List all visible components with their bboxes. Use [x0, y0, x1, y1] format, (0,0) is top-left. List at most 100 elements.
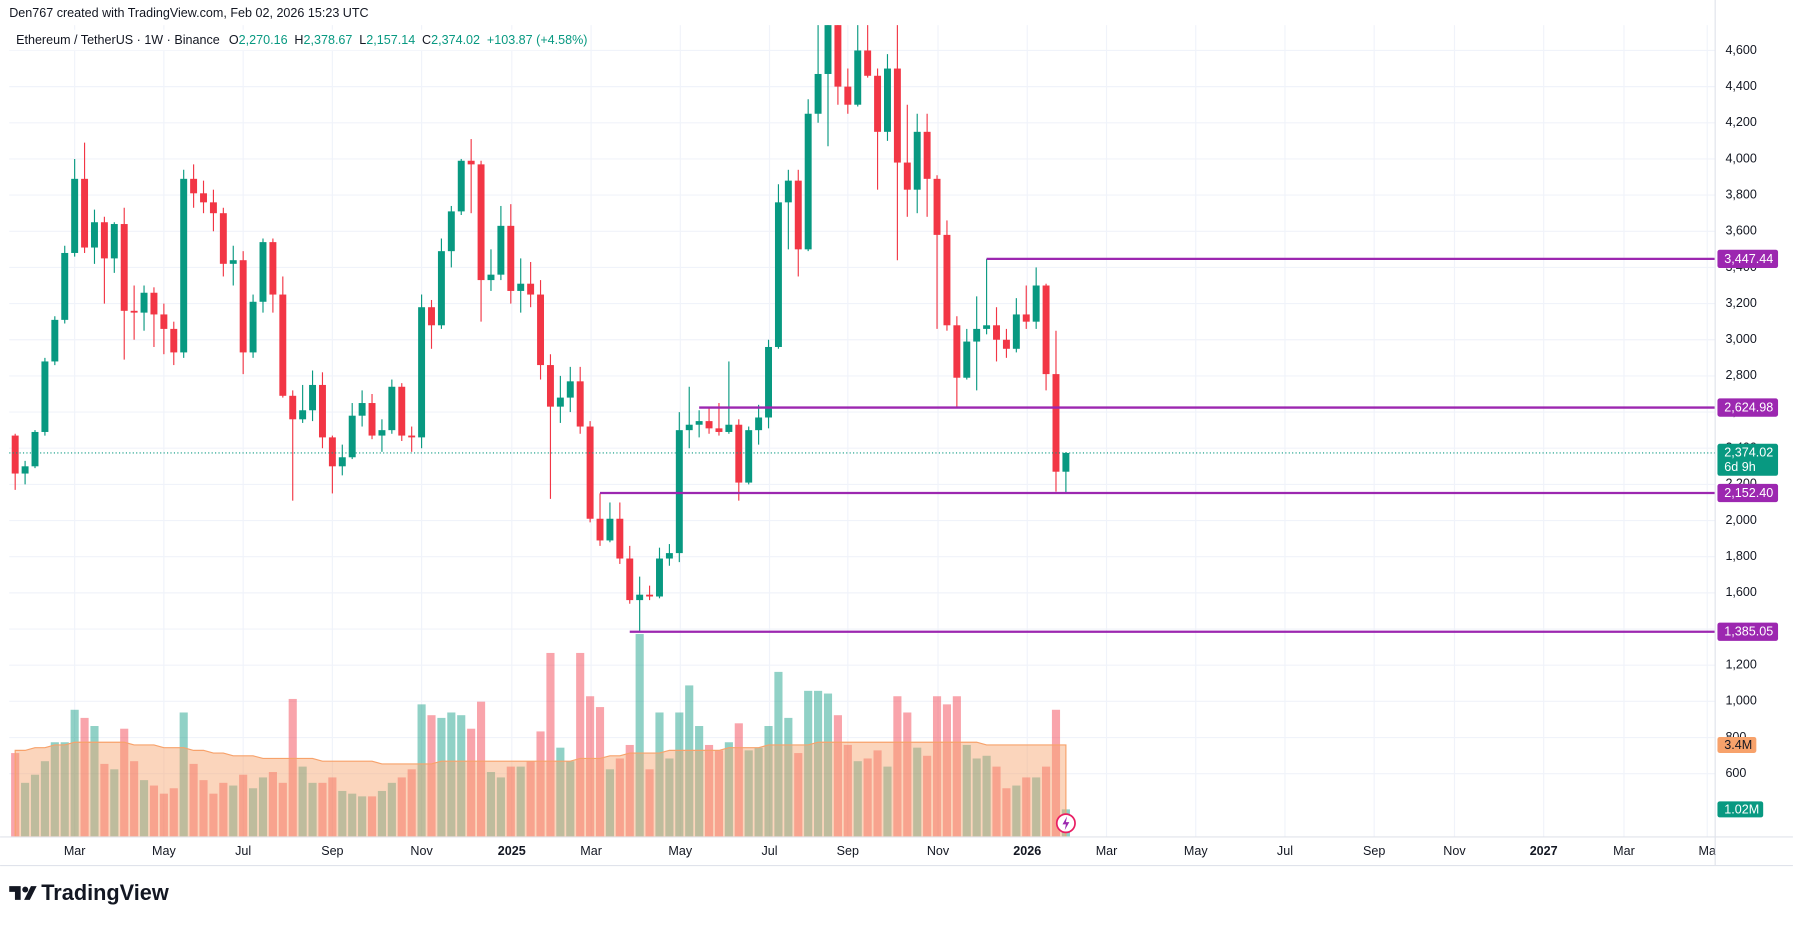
volume-bar — [1022, 777, 1031, 837]
volume-bar — [486, 772, 496, 837]
volume-bar — [437, 717, 446, 837]
grid — [9, 25, 1716, 837]
candle-body — [437, 251, 445, 326]
volume-bar — [100, 763, 109, 837]
y-tick-label: 4,000 — [1725, 151, 1756, 165]
symbol-title: Ethereum / TetherUS · 1W · Binance — [16, 33, 220, 47]
volume-bar — [348, 793, 357, 837]
overlays: 6008001,0001,2001,4001,6001,8002,0002,20… — [0, 0, 1793, 867]
volume-bar — [903, 712, 912, 837]
volume-label: 1.02M — [1724, 802, 1759, 816]
volume-bar — [833, 715, 842, 837]
volume-bar — [60, 742, 69, 837]
candle-body — [933, 178, 941, 235]
candle-body — [656, 558, 663, 597]
candle-body — [784, 180, 792, 203]
candle-body — [170, 328, 178, 353]
candle-body — [239, 260, 247, 353]
candle-body — [725, 424, 733, 432]
volume-bar — [417, 704, 426, 837]
volume-bar — [734, 723, 743, 837]
y-tick-label: 4,400 — [1725, 79, 1756, 93]
candles — [11, 25, 1070, 632]
volume-bar — [80, 717, 89, 837]
level-tag — [1717, 249, 1779, 269]
volume-bar — [843, 744, 852, 837]
volume-bar — [764, 726, 773, 837]
volume-bar — [586, 696, 595, 837]
candle-body — [71, 178, 79, 253]
y-tick-label: 1,600 — [1725, 585, 1756, 599]
candle-body — [774, 202, 782, 347]
volume-bar — [149, 785, 159, 837]
volume-bar — [814, 690, 823, 837]
level-tag-label: 3,447.44 — [1724, 252, 1773, 266]
volume-bar — [1012, 785, 1021, 837]
level-tag-label: 2,624.98 — [1724, 400, 1773, 414]
candle-body — [537, 294, 545, 366]
volume-bar — [794, 753, 803, 837]
candle-body — [269, 242, 277, 295]
alert-icon-bolt — [1062, 816, 1070, 831]
candle-body — [606, 518, 614, 541]
candle-body — [646, 594, 654, 597]
candle-body — [923, 131, 931, 179]
candle-body — [229, 260, 237, 264]
last-price-label: 2,374.02 — [1724, 445, 1773, 459]
volume-bar — [338, 790, 347, 837]
candle-body — [1032, 285, 1040, 322]
volume-bar — [1002, 788, 1011, 837]
candle-body — [358, 403, 366, 416]
candle-body — [963, 341, 971, 378]
x-tick-label: Nov — [410, 844, 433, 858]
volume-bar — [130, 761, 139, 837]
x-tick-label: Jul — [1277, 844, 1293, 858]
ohlc-value: 2,157.14 — [366, 33, 415, 47]
volume-bar — [863, 758, 872, 837]
volume-bar — [90, 726, 99, 837]
volume-bar — [546, 652, 555, 837]
brand-name: TradingView — [41, 880, 169, 905]
volume-bar — [923, 755, 932, 837]
candle-body — [51, 319, 59, 362]
volume-ma-area — [14, 741, 1067, 837]
volume-bar — [457, 715, 466, 837]
volume-bar — [932, 696, 942, 837]
candle-body — [913, 131, 921, 190]
volume-bar — [942, 704, 952, 837]
candle-body — [1002, 339, 1010, 349]
volume-bar — [566, 761, 575, 837]
candle-body — [497, 225, 505, 275]
y-tick-label: 1,000 — [1725, 694, 1756, 708]
candle-body — [1042, 285, 1050, 375]
volume-bar — [804, 690, 813, 837]
candle-body — [368, 403, 376, 436]
candle-body — [457, 160, 465, 212]
volume-bar — [695, 726, 704, 837]
candle-body — [715, 428, 723, 432]
candle-body — [289, 395, 297, 420]
candle-body — [200, 193, 207, 203]
candle-body — [130, 310, 138, 313]
candle-body — [794, 180, 802, 250]
candle-body — [616, 518, 624, 559]
x-tick-label: 2027 — [1530, 844, 1558, 858]
volume-bar — [377, 790, 387, 837]
volume-bar — [308, 782, 317, 837]
volume-bar — [556, 747, 565, 837]
volume-bar — [159, 793, 168, 837]
candle-body — [398, 386, 406, 436]
ohlc-key: O — [229, 33, 239, 47]
volume-bar — [328, 777, 337, 837]
y-tick-label: 1,200 — [1725, 658, 1756, 672]
volume-bar — [724, 742, 733, 837]
candle-body — [338, 457, 346, 467]
candle-body — [636, 594, 644, 601]
volume — [11, 634, 1070, 837]
candle-body — [348, 415, 356, 458]
caption: Den767 created with TradingView.com, Feb… — [9, 6, 368, 20]
y-tick-label: 3,000 — [1725, 332, 1756, 346]
volume-bar — [595, 707, 605, 837]
